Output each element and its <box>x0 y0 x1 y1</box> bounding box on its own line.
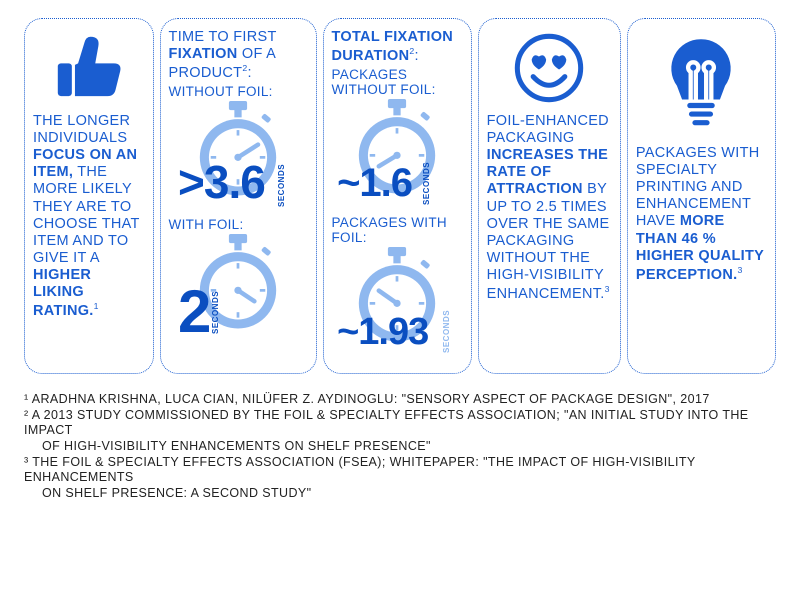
col3-label2: PACKAGES WITH FOIL: <box>332 215 463 245</box>
seconds-label-2: SECONDS <box>211 291 220 334</box>
col4-text: FOIL-ENHANCED PACKAGING INCREASES THE RA… <box>487 113 612 303</box>
timer-value-3: ~1.6 <box>337 163 412 203</box>
col2-label1: WITHOUT FOIL: <box>169 84 308 99</box>
col-fixation-duration: TOTAL FIXATION DURATION2: PACKAGES WITHO… <box>323 18 472 374</box>
footnote-2a: ² A 2013 STUDY COMMISSIONED BY THE FOIL … <box>24 408 776 439</box>
col2-title: TIME TO FIRST FIXATION OF A PRODUCT2: <box>169 29 308 82</box>
timer-value-1: >3.6 <box>178 159 265 205</box>
stopwatch-3: ~1.6 SECONDS <box>337 99 457 209</box>
footnote-3a: ³ THE FOIL & SPECIALTY EFFECTS ASSOCIATI… <box>24 455 776 486</box>
col3-title: TOTAL FIXATION DURATION2: <box>332 29 463 65</box>
col1-text: THE LONGER INDIVIDUALS FOCUS ON AN ITEM,… <box>33 113 145 320</box>
col5-text: PACKAGES WITH SPECIALTY PRINTING AND ENH… <box>636 145 767 284</box>
footnote-1: ¹ ARADHNA KRISHNA, LUCA CIAN, NILÜFER Z.… <box>24 392 776 408</box>
col3-label1: PACKAGES WITHOUT FOIL: <box>332 67 463 97</box>
stopwatch-2: 2 SECONDS <box>178 234 298 344</box>
stopwatch-1: >3.6 SECONDS <box>178 101 298 211</box>
footnote-3b: ON SHELF PRESENCE: A SECOND STUDY" <box>24 486 776 502</box>
footnotes: ¹ ARADHNA KRISHNA, LUCA CIAN, NILÜFER Z.… <box>24 392 776 501</box>
seconds-label-4: SECONDS <box>442 310 451 353</box>
stopwatch-4: ~1.93 SECONDS <box>337 247 457 357</box>
col-attraction: FOIL-ENHANCED PACKAGING INCREASES THE RA… <box>478 18 621 374</box>
seconds-label-3: SECONDS <box>422 162 431 205</box>
thumbs-up-icon <box>50 29 128 107</box>
col-quality-perception: PACKAGES WITH SPECIALTY PRINTING AND ENH… <box>627 18 776 374</box>
col-time-to-fixation: TIME TO FIRST FIXATION OF A PRODUCT2: WI… <box>160 18 317 374</box>
columns-row: THE LONGER INDIVIDUALS FOCUS ON AN ITEM,… <box>24 18 776 374</box>
footnote-2b: OF HIGH-VISIBILITY ENHANCEMENTS ON SHELF… <box>24 439 776 455</box>
lightbulb-icon <box>658 29 744 139</box>
seconds-label-1: SECONDS <box>277 164 286 207</box>
col-focus: THE LONGER INDIVIDUALS FOCUS ON AN ITEM,… <box>24 18 154 374</box>
timer-value-2: 2 <box>178 282 210 342</box>
smiley-hearts-icon <box>513 29 585 107</box>
col2-label2: WITH FOIL: <box>169 217 308 232</box>
timer-value-4: ~1.93 <box>337 313 428 351</box>
